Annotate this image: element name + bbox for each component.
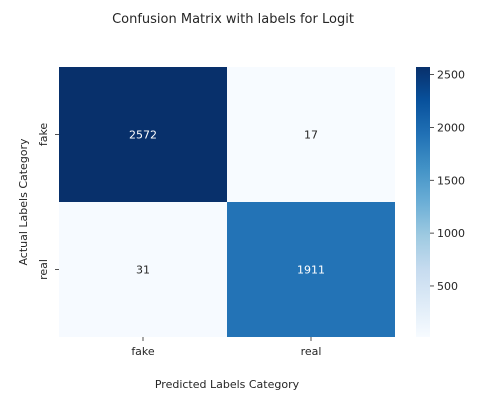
x-axis-label: Predicted Labels Category bbox=[155, 378, 300, 391]
heatmap-cell bbox=[59, 67, 227, 202]
heatmap-cell bbox=[227, 67, 395, 202]
heatmap-cell bbox=[227, 202, 395, 337]
cell-value-label: 31 bbox=[136, 264, 150, 277]
x-tick-label: fake bbox=[131, 345, 155, 358]
colorbar-tick-label: 500 bbox=[437, 280, 458, 293]
cell-value-label: 17 bbox=[304, 129, 318, 142]
colorbar bbox=[416, 67, 430, 337]
cell-value-label: 2572 bbox=[129, 129, 157, 142]
colorbar-tick-label: 1000 bbox=[437, 227, 465, 240]
colorbar-ticks: 500 1000 1500 2000 2500 bbox=[430, 69, 465, 293]
x-tick-label: real bbox=[301, 345, 322, 358]
chart-title: Confusion Matrix with labels for Logit bbox=[112, 12, 354, 27]
colorbar-tick-label: 2500 bbox=[437, 69, 465, 82]
y-axis-label: Actual Labels Category bbox=[17, 138, 30, 266]
x-tick-labels: fake real bbox=[131, 337, 321, 358]
heatmap-cell bbox=[59, 202, 227, 337]
colorbar-tick-label: 1500 bbox=[437, 174, 465, 187]
y-tick-labels: fake real bbox=[37, 123, 59, 280]
y-tick-label: fake bbox=[37, 123, 50, 147]
colorbar-tick-label: 2000 bbox=[437, 121, 465, 134]
cell-value-label: 1911 bbox=[297, 264, 325, 277]
y-tick-label: real bbox=[37, 259, 50, 280]
heatmap-cells: 2572 17 31 1911 bbox=[59, 67, 395, 337]
